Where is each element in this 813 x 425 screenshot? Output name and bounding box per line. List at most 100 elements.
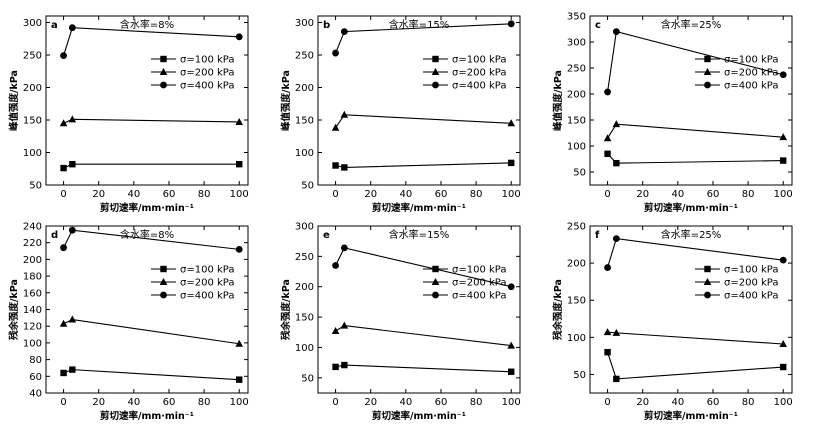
y-axis-label: 残余强度/kPa bbox=[552, 279, 564, 340]
y-axis-label: 峰值强度/kPa bbox=[552, 70, 564, 131]
y-tick-label: 100 bbox=[567, 142, 586, 153]
legend-marker-square bbox=[432, 55, 439, 63]
legend-marker-square bbox=[160, 265, 167, 273]
x-tick-label: 0 bbox=[332, 189, 338, 200]
y-tick-label: 250 bbox=[567, 222, 586, 233]
x-tick-label: 80 bbox=[198, 189, 211, 200]
legend-label: σ=100 kPa bbox=[180, 265, 234, 276]
data-point-square bbox=[780, 157, 787, 164]
panel-title: 含水率=25% bbox=[661, 18, 722, 31]
plot-frame bbox=[317, 15, 521, 186]
data-point-circle bbox=[604, 264, 611, 271]
legend-label: σ=400 kPa bbox=[452, 291, 506, 302]
x-tick-label: 40 bbox=[127, 189, 140, 200]
data-point-circle bbox=[612, 235, 620, 243]
data-point-square bbox=[508, 159, 515, 167]
legend-marker-circle bbox=[704, 81, 711, 89]
x-axis-label: 剪切速率/mm·min⁻¹ bbox=[372, 410, 466, 422]
data-point-circle bbox=[235, 33, 243, 41]
data-point-triangle bbox=[507, 341, 516, 349]
data-point-square bbox=[604, 150, 611, 157]
legend-marker-triangle bbox=[703, 68, 712, 75]
y-tick-label: 250 bbox=[295, 51, 314, 62]
legend-marker-circle bbox=[160, 81, 167, 89]
chart-panel-f: 0 20 40 60 80 100 50 100 150 200 250 剪切速率/mm·min⁻¹ 残… bbox=[552, 222, 793, 423]
series-line-circle bbox=[607, 238, 784, 268]
legend-label: σ=400 kPa bbox=[452, 81, 506, 92]
data-point-square bbox=[613, 159, 620, 167]
legend-label: σ=400 kPa bbox=[180, 81, 234, 92]
data-point-square bbox=[341, 164, 348, 171]
x-tick-label: 0 bbox=[60, 189, 66, 200]
data-point-circle bbox=[60, 52, 67, 60]
x-tick-label: 0 bbox=[332, 397, 338, 408]
x-tick-label: 20 bbox=[636, 397, 649, 408]
panel-letter: c bbox=[595, 20, 601, 31]
legend-marker-circle bbox=[704, 291, 711, 299]
y-tick-label: 50 bbox=[573, 370, 586, 381]
y-tick-label: 250 bbox=[567, 64, 586, 75]
data-point-square bbox=[236, 161, 243, 168]
x-axis-label: 剪切速率/mm·min⁻¹ bbox=[100, 410, 194, 422]
y-tick-label: 100 bbox=[23, 338, 42, 349]
x-tick-label: 40 bbox=[127, 397, 140, 408]
x-tick-label: 20 bbox=[364, 189, 377, 200]
data-point-square bbox=[236, 376, 243, 383]
chart-panel-c: 0 20 40 60 80 100 50 100 150 200 250 300 350 剪切速率/mm·… bbox=[552, 12, 793, 215]
y-tick-label: 200 bbox=[295, 282, 314, 293]
panel-letter: f bbox=[595, 230, 600, 241]
panel-letter: b bbox=[323, 20, 330, 31]
legend-marker-circle bbox=[160, 291, 167, 299]
data-point-triangle bbox=[68, 115, 77, 123]
y-axis-label: 残余强度/kPa bbox=[280, 279, 292, 340]
x-tick-label: 80 bbox=[742, 189, 755, 200]
legend-label: σ=200 kPa bbox=[180, 278, 234, 289]
series-line-square bbox=[63, 369, 240, 381]
legend-label: σ=100 kPa bbox=[724, 265, 778, 276]
legend-marker-square bbox=[432, 265, 439, 273]
panel-letter: a bbox=[51, 20, 58, 31]
x-tick-label: 100 bbox=[230, 397, 249, 408]
data-point-triangle bbox=[331, 327, 340, 335]
plot-frame bbox=[589, 225, 793, 394]
legend-marker-square bbox=[704, 55, 711, 63]
x-tick-label: 80 bbox=[742, 397, 755, 408]
x-tick-label: 40 bbox=[671, 397, 684, 408]
series-line-triangle bbox=[335, 325, 512, 347]
series-line-triangle bbox=[607, 331, 784, 345]
x-tick-label: 0 bbox=[604, 397, 610, 408]
legend-marker-square bbox=[704, 265, 711, 273]
chart-panel-a: 0 20 40 60 80 100 50 100 150 200 250 300 剪切速率/mm·min… bbox=[8, 15, 249, 214]
x-tick-label: 80 bbox=[470, 397, 483, 408]
data-point-triangle bbox=[603, 134, 612, 142]
y-tick-label: 80 bbox=[29, 355, 42, 366]
y-tick-label: 50 bbox=[301, 181, 314, 192]
plot-frame bbox=[317, 225, 521, 394]
legend-label: σ=100 kPa bbox=[452, 55, 506, 66]
x-tick-label: 20 bbox=[92, 397, 105, 408]
x-tick-label: 80 bbox=[470, 189, 483, 200]
legend-label: σ=200 kPa bbox=[452, 278, 506, 289]
data-point-triangle bbox=[340, 321, 349, 329]
data-point-square bbox=[332, 162, 339, 169]
data-point-triangle bbox=[68, 315, 77, 323]
y-tick-label: 50 bbox=[29, 181, 42, 192]
plot-frame bbox=[589, 15, 793, 186]
data-point-square bbox=[604, 348, 611, 356]
panel-letter: e bbox=[323, 230, 330, 241]
x-tick-label: 0 bbox=[60, 397, 66, 408]
y-tick-label: 100 bbox=[295, 148, 314, 159]
chart-panel-e: 0 20 40 60 80 100 50 100 150 200 250 300 剪切速率/mm·min… bbox=[280, 222, 521, 423]
legend-marker-triangle bbox=[703, 278, 712, 285]
data-point-square bbox=[60, 369, 67, 377]
legend-marker-circle bbox=[432, 291, 439, 299]
series-line-circle bbox=[335, 23, 512, 54]
y-tick-label: 300 bbox=[567, 38, 586, 49]
data-point-triangle bbox=[331, 123, 340, 131]
data-point-square bbox=[60, 164, 67, 172]
y-tick-label: 200 bbox=[295, 83, 314, 94]
y-tick-label: 200 bbox=[23, 255, 42, 266]
x-tick-label: 60 bbox=[163, 189, 176, 200]
legend-label: σ=200 kPa bbox=[180, 68, 234, 79]
